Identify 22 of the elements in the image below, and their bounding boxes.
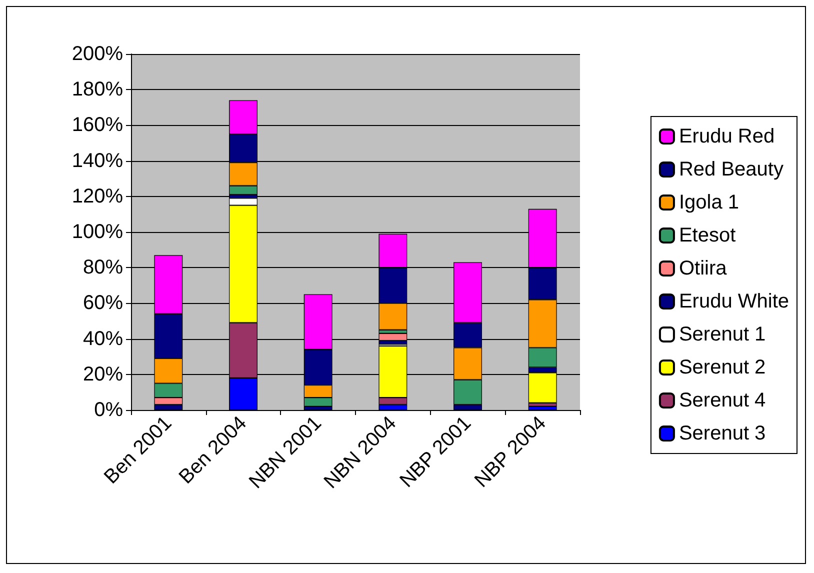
legend-label: Otiira — [678, 258, 728, 280]
y-tick-label: 40% — [82, 328, 124, 350]
y-tick-label: 20% — [82, 363, 124, 386]
legend-label: Red Beauty — [678, 158, 784, 180]
y-tick-label: 160% — [72, 114, 124, 136]
legend-label: Erudu White — [678, 290, 790, 312]
legend-label: Erudu Red — [678, 126, 775, 148]
legend-label: Serenut 2 — [678, 356, 766, 378]
y-tick-label: 120% — [72, 185, 124, 208]
y-tick-label: 140% — [72, 150, 124, 172]
y-tick-label: 100% — [72, 221, 124, 243]
y-tick-label: 180% — [72, 78, 124, 101]
legend-label: Igola 1 — [678, 192, 740, 214]
bar — [528, 406, 557, 410]
y-tick-label: 60% — [82, 292, 124, 314]
legend-label: Serenut 4 — [678, 390, 766, 412]
legend-label: Serenut 3 — [678, 422, 766, 444]
y-tick-label: 80% — [82, 256, 124, 279]
y-tick-label: 200% — [72, 43, 124, 65]
y-tick-label: 0% — [94, 399, 124, 421]
legend-label: Etesot — [678, 224, 736, 246]
legend-label: Serenut 1 — [678, 324, 766, 346]
